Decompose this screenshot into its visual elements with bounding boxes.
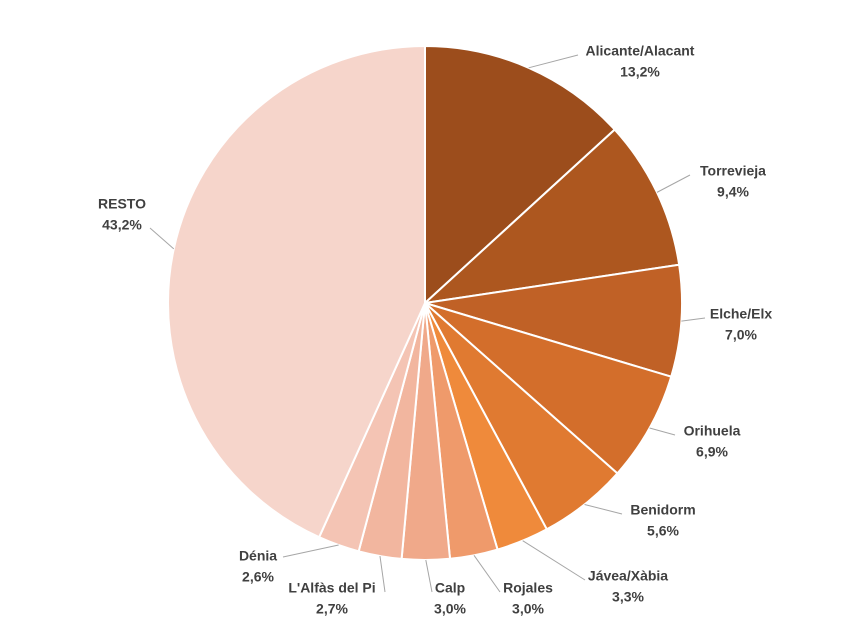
leader-line [528, 54, 579, 69]
leader-line [681, 317, 706, 322]
slice-value-label: 43,2% [102, 217, 142, 233]
leader-line [584, 503, 623, 515]
leader-line [282, 544, 339, 558]
slice-label: RESTO [98, 196, 146, 212]
leader-line [522, 540, 586, 581]
leader-line [473, 554, 501, 593]
slice-value-label: 3,0% [512, 601, 544, 617]
slice-value-label: 2,6% [242, 569, 274, 585]
slice-label: Calp [435, 580, 465, 596]
slice-value-label: 13,2% [620, 64, 660, 80]
slice-value-label: 3,3% [612, 589, 644, 605]
slice-label: Alicante/Alacant [586, 43, 695, 59]
leader-line [379, 555, 386, 593]
pie-slice [421, 128, 681, 305]
slice-label: Jávea/Xàbia [588, 568, 668, 584]
slice-label: Dénia [239, 548, 277, 564]
leader-line [425, 559, 433, 593]
slice-value-label: 6,9% [696, 444, 728, 460]
pie-slice [424, 302, 673, 475]
leader-line [656, 174, 691, 193]
slice-value-label: 2,7% [316, 601, 348, 617]
slice-label: Torrevieja [700, 163, 766, 179]
leader-line [649, 427, 676, 436]
slice-value-label: 5,6% [647, 523, 679, 539]
slice-label: L'Alfàs del Pi [288, 580, 375, 596]
slice-label: Orihuela [684, 423, 741, 439]
slice-value-label: 7,0% [725, 327, 757, 343]
slice-label: Rojales [503, 580, 553, 596]
pie-slice [424, 263, 683, 378]
slice-label: Elche/Elx [710, 306, 772, 322]
slice-value-label: 9,4% [717, 184, 749, 200]
slice-value-label: 3,0% [434, 601, 466, 617]
slice-label: Benidorm [630, 502, 695, 518]
pie-slice [167, 44, 426, 539]
leader-line [149, 227, 175, 250]
